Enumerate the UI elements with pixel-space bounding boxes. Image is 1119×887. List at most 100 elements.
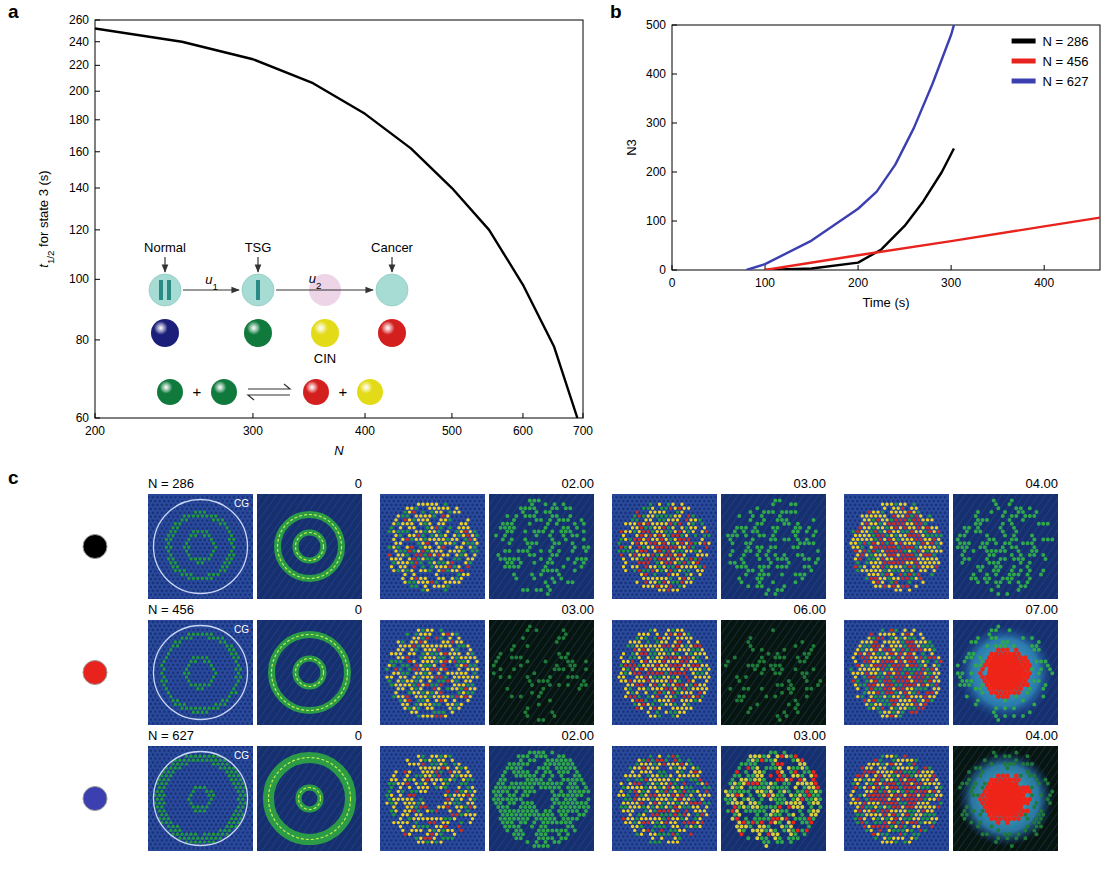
cells-red: [854, 507, 941, 588]
render-ring: [296, 533, 324, 561]
legend: N = 286N = 456N = 627: [1012, 34, 1089, 89]
render-texture: [489, 746, 594, 851]
y-tick-label: 200: [646, 165, 666, 179]
render-view: [953, 494, 1058, 599]
render-view: [257, 494, 362, 599]
cells-yellow: [852, 629, 941, 718]
x-tick: [951, 265, 952, 270]
state-ball: [151, 319, 179, 347]
y-tick: [672, 74, 677, 75]
cells-green: [617, 503, 710, 588]
x-tick: [1044, 265, 1045, 270]
render-ring: [272, 635, 348, 711]
y-tick: [95, 339, 100, 340]
state-ball: [303, 379, 329, 405]
lattice-grid: [380, 494, 485, 599]
render-view: [257, 746, 362, 851]
render-view: [489, 620, 594, 725]
time-label: 04.00: [1025, 476, 1058, 491]
cg-circle: [154, 626, 248, 720]
render-view: [953, 746, 1058, 851]
time-label: 0: [355, 728, 362, 743]
text-part: u: [205, 272, 212, 287]
cells-green: [388, 503, 479, 592]
render-texture: [257, 746, 362, 851]
render-green: [726, 498, 820, 596]
plot-frame: [672, 25, 1100, 270]
lattice-view: [380, 746, 485, 851]
render-green: [492, 624, 588, 722]
y-tick-label: 240: [69, 35, 89, 49]
plot-0: 2003004005006007006080100120140160180200…: [36, 13, 593, 458]
render-ring-core: [296, 659, 324, 687]
rate-label: u2: [309, 271, 322, 291]
lattice-grid: [148, 620, 253, 725]
lattice-bg: [612, 620, 717, 725]
reaction-arrow: [248, 395, 290, 400]
y-tick: [95, 151, 100, 152]
cell: [149, 274, 181, 306]
lattice-bg: [380, 620, 485, 725]
render-red-core: [988, 655, 1024, 691]
plus-sign: +: [193, 383, 202, 400]
data-lines: [746, 25, 1100, 270]
lattice-grid: [148, 746, 253, 851]
lattice-bg: [612, 494, 717, 599]
legend-swatch: [1012, 39, 1036, 44]
lattice-grid: [844, 746, 949, 851]
y-axis-title: t1/2 for state 3 (s): [36, 170, 56, 267]
lattice-bg: [148, 620, 253, 725]
x-tick-label: 0: [669, 276, 676, 290]
render-bg: [721, 746, 826, 851]
x-tick: [365, 413, 366, 418]
render-view: [489, 494, 594, 599]
lattice-view: CG: [148, 494, 253, 599]
x-tick-label: 400: [1034, 276, 1054, 290]
stage-label: Normal: [144, 240, 186, 255]
cells-yellow: [849, 755, 942, 844]
lattice-view: [844, 494, 949, 599]
render-ring-core: [296, 533, 324, 561]
x-tick-label: 200: [848, 276, 868, 290]
lattice-grid: [612, 494, 717, 599]
lattice-view: [612, 620, 717, 725]
x-tick-label: 100: [755, 276, 775, 290]
x-tick: [252, 413, 253, 418]
lattice-bg: [612, 746, 717, 851]
row-label: N = 286: [148, 476, 194, 491]
y-tick-label: 0: [659, 263, 666, 277]
cells-yellow: [617, 629, 710, 718]
y-tick: [95, 20, 100, 21]
lattice-view: [380, 494, 485, 599]
render-bg: [257, 620, 362, 725]
panel-letter: c: [8, 467, 19, 488]
plot-frame: [95, 20, 583, 418]
y-tick-label: 100: [646, 214, 666, 228]
y-tick-label: 260: [69, 13, 89, 27]
lattice-bg: [380, 494, 485, 599]
y-tick-label: 120: [69, 223, 89, 237]
series-line: [746, 25, 953, 270]
row-marker: [83, 661, 107, 685]
cells-green: [852, 755, 943, 844]
y-tick-label: 80: [76, 333, 90, 347]
time-label: 0: [355, 476, 362, 491]
cg-label: CG: [234, 624, 249, 635]
y-tick: [95, 188, 100, 189]
cg-label: CG: [234, 750, 249, 761]
cin-label: CIN: [314, 351, 336, 366]
x-tick-label: 200: [85, 424, 105, 438]
time-label: 03.00: [793, 728, 826, 743]
y-tick-label: 220: [69, 58, 89, 72]
render-ring-core: [299, 788, 321, 810]
lattice-view: [612, 494, 717, 599]
text-part: 1/2: [45, 251, 56, 265]
render-ring: [296, 659, 324, 687]
legend-label: N = 456: [1043, 54, 1089, 69]
cells-red: [403, 762, 472, 840]
render-bg: [257, 494, 362, 599]
legend-swatch: [1012, 59, 1036, 64]
lattice-bg: [148, 494, 253, 599]
render-ring-core: [269, 758, 351, 840]
x-axis-title: Time (s): [862, 295, 909, 310]
